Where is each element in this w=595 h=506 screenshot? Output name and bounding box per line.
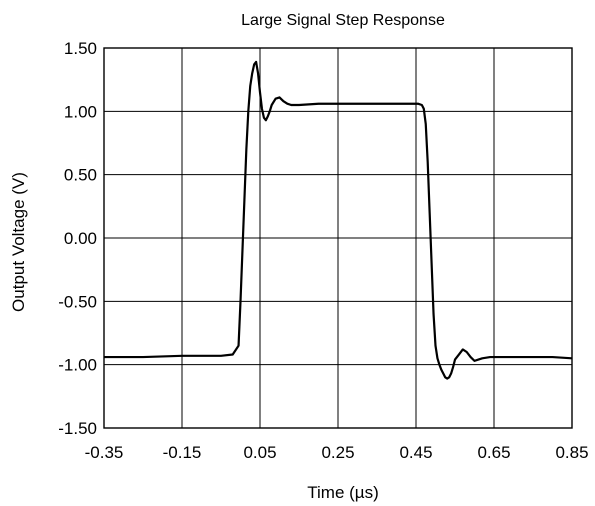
y-tick-label: 1.00 <box>64 102 97 121</box>
chart-title: Large Signal Step Response <box>241 12 445 29</box>
y-tick-label: -1.50 <box>58 419 97 438</box>
y-tick-label: -1.00 <box>58 356 97 375</box>
x-tick-label: 0.85 <box>555 443 588 462</box>
x-tick-label: 0.45 <box>399 443 432 462</box>
y-tick-label: 0.00 <box>64 229 97 248</box>
x-tick-labels: -0.35 -0.15 0.05 0.25 0.45 0.65 0.85 <box>85 443 589 462</box>
y-tick-label: 0.50 <box>64 166 97 185</box>
series-line <box>104 60 573 380</box>
x-tick-label: 0.25 <box>321 443 354 462</box>
grid-lines <box>103 47 573 429</box>
plot-frame <box>103 47 573 429</box>
x-tick-label: -0.35 <box>85 443 124 462</box>
x-axis-title: Time (µs) <box>307 483 379 502</box>
y-axis-title: Output Voltage (V) <box>9 172 28 312</box>
y-tick-label: -0.50 <box>58 292 97 311</box>
y-tick-labels: 1.50 1.00 0.50 0.00 -0.50 -1.00 -1.50 <box>58 39 97 438</box>
x-tick-label: 0.65 <box>477 443 510 462</box>
x-tick-label: -0.15 <box>163 443 202 462</box>
y-tick-label: 1.50 <box>64 39 97 58</box>
x-tick-label: 0.05 <box>243 443 276 462</box>
